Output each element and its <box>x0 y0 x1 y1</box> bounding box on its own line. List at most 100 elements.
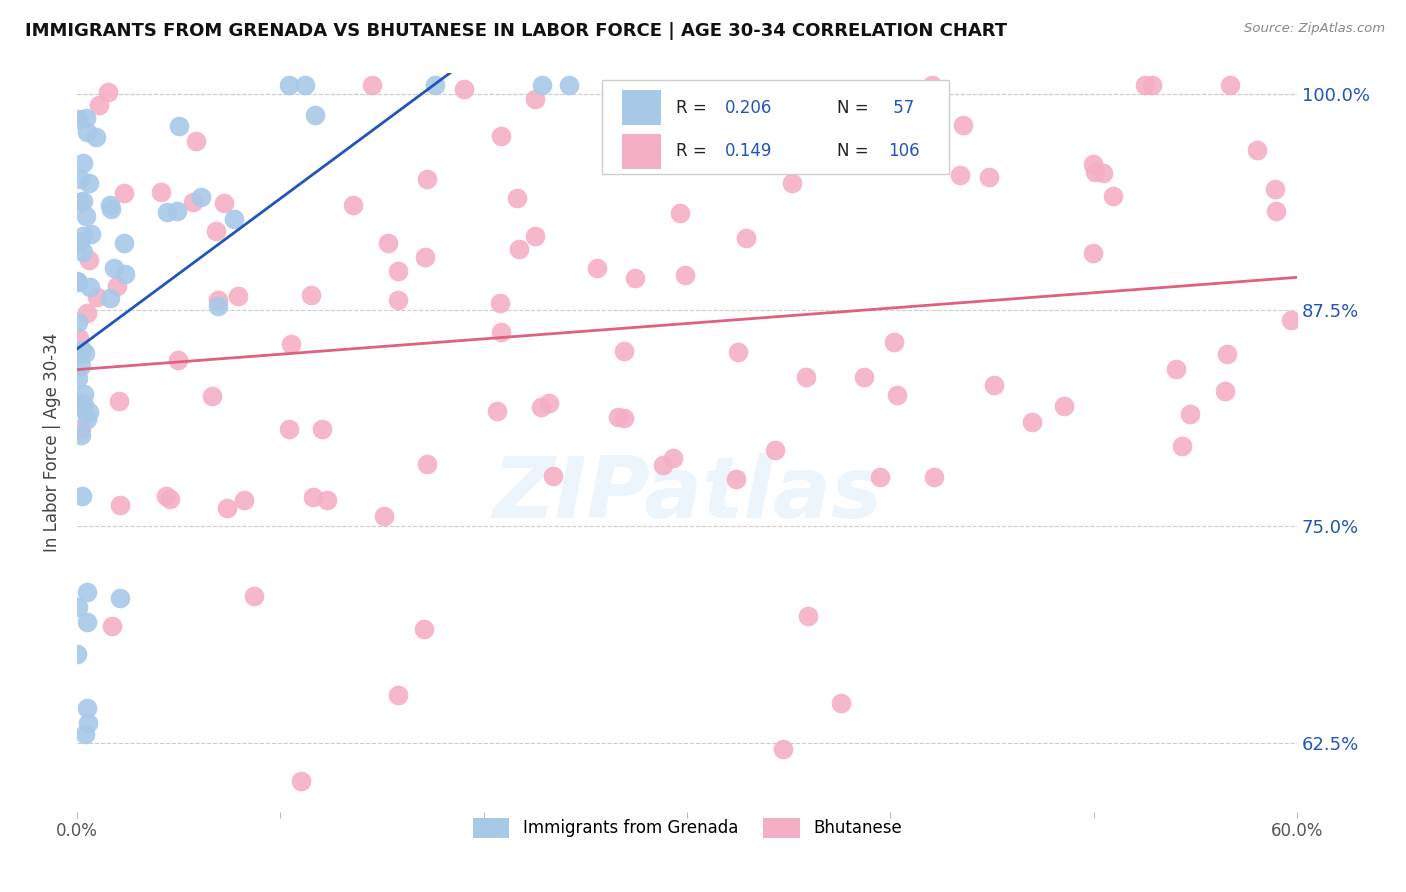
Point <box>87 98 110 112</box>
Point <box>76 306 98 320</box>
Point <box>112 235 135 250</box>
Point <box>294 78 316 92</box>
Point <box>311 422 333 436</box>
Point <box>73 387 96 401</box>
FancyBboxPatch shape <box>602 79 949 174</box>
Point <box>103 261 125 276</box>
Point <box>205 223 228 237</box>
Point <box>983 378 1005 392</box>
Point <box>70 401 93 416</box>
Point <box>76 615 98 629</box>
Point <box>1092 166 1115 180</box>
Point <box>69 235 91 249</box>
Point <box>921 78 943 92</box>
Point <box>110 591 132 606</box>
Point <box>301 490 323 504</box>
Point <box>585 260 607 275</box>
Point <box>201 389 224 403</box>
Point <box>662 450 685 465</box>
Point <box>852 370 875 384</box>
Text: 0.206: 0.206 <box>725 99 772 117</box>
Point <box>76 700 98 714</box>
Y-axis label: In Labor Force | Age 30-34: In Labor Force | Age 30-34 <box>44 333 60 552</box>
Point <box>541 468 564 483</box>
Point <box>72 244 94 259</box>
Point <box>69 195 91 210</box>
Point <box>672 87 695 102</box>
Point <box>114 268 136 282</box>
Point <box>226 289 249 303</box>
Point <box>922 470 945 484</box>
Point <box>613 343 636 358</box>
Point <box>883 334 905 349</box>
Text: N =: N = <box>837 99 875 117</box>
Point <box>70 399 93 413</box>
Point <box>112 186 135 201</box>
Point <box>1219 78 1241 92</box>
Point <box>110 499 132 513</box>
Point <box>651 458 673 472</box>
Point <box>413 250 436 264</box>
Point <box>66 275 89 289</box>
Point <box>67 315 90 329</box>
Point <box>149 185 172 199</box>
Point <box>76 210 98 224</box>
Point <box>668 206 690 220</box>
Point <box>73 398 96 412</box>
Point <box>67 112 90 126</box>
Point <box>100 202 122 216</box>
Point <box>67 371 90 385</box>
Point <box>886 388 908 402</box>
Point <box>1264 182 1286 196</box>
Point <box>489 325 512 339</box>
Point <box>75 346 97 360</box>
Point <box>830 696 852 710</box>
Point <box>1170 439 1192 453</box>
Point <box>415 457 437 471</box>
Point <box>979 169 1001 184</box>
Text: R =: R = <box>676 99 711 117</box>
Point <box>222 211 245 226</box>
Point <box>485 404 508 418</box>
Point <box>76 412 98 426</box>
Point <box>607 409 630 424</box>
Point <box>613 411 636 425</box>
Point <box>212 195 235 210</box>
Point <box>304 108 326 122</box>
Point <box>377 235 399 250</box>
Point <box>278 78 301 92</box>
Point <box>243 589 266 603</box>
Point <box>763 443 786 458</box>
Point <box>1166 362 1188 376</box>
Text: ZIPatlas: ZIPatlas <box>492 452 882 536</box>
Point <box>181 195 204 210</box>
Point <box>69 427 91 442</box>
Point <box>1213 384 1236 398</box>
Point <box>1265 203 1288 218</box>
Point <box>772 742 794 756</box>
Point <box>869 470 891 484</box>
Point <box>108 394 131 409</box>
Point <box>416 172 439 186</box>
Point <box>73 727 96 741</box>
Point <box>69 395 91 409</box>
Point <box>156 204 179 219</box>
Point <box>67 331 90 345</box>
Point <box>1216 346 1239 360</box>
Point <box>1053 399 1076 413</box>
Text: Source: ZipAtlas.com: Source: ZipAtlas.com <box>1244 22 1385 36</box>
Point <box>949 169 972 183</box>
Point <box>77 404 100 418</box>
Point <box>232 493 254 508</box>
Point <box>508 243 530 257</box>
Text: R =: R = <box>676 143 711 161</box>
Point <box>373 509 395 524</box>
Point <box>190 190 212 204</box>
Point <box>70 422 93 436</box>
Point <box>531 78 554 92</box>
Point <box>97 85 120 99</box>
Point <box>207 293 229 307</box>
Point <box>342 197 364 211</box>
Point <box>1084 165 1107 179</box>
Point <box>167 120 190 134</box>
